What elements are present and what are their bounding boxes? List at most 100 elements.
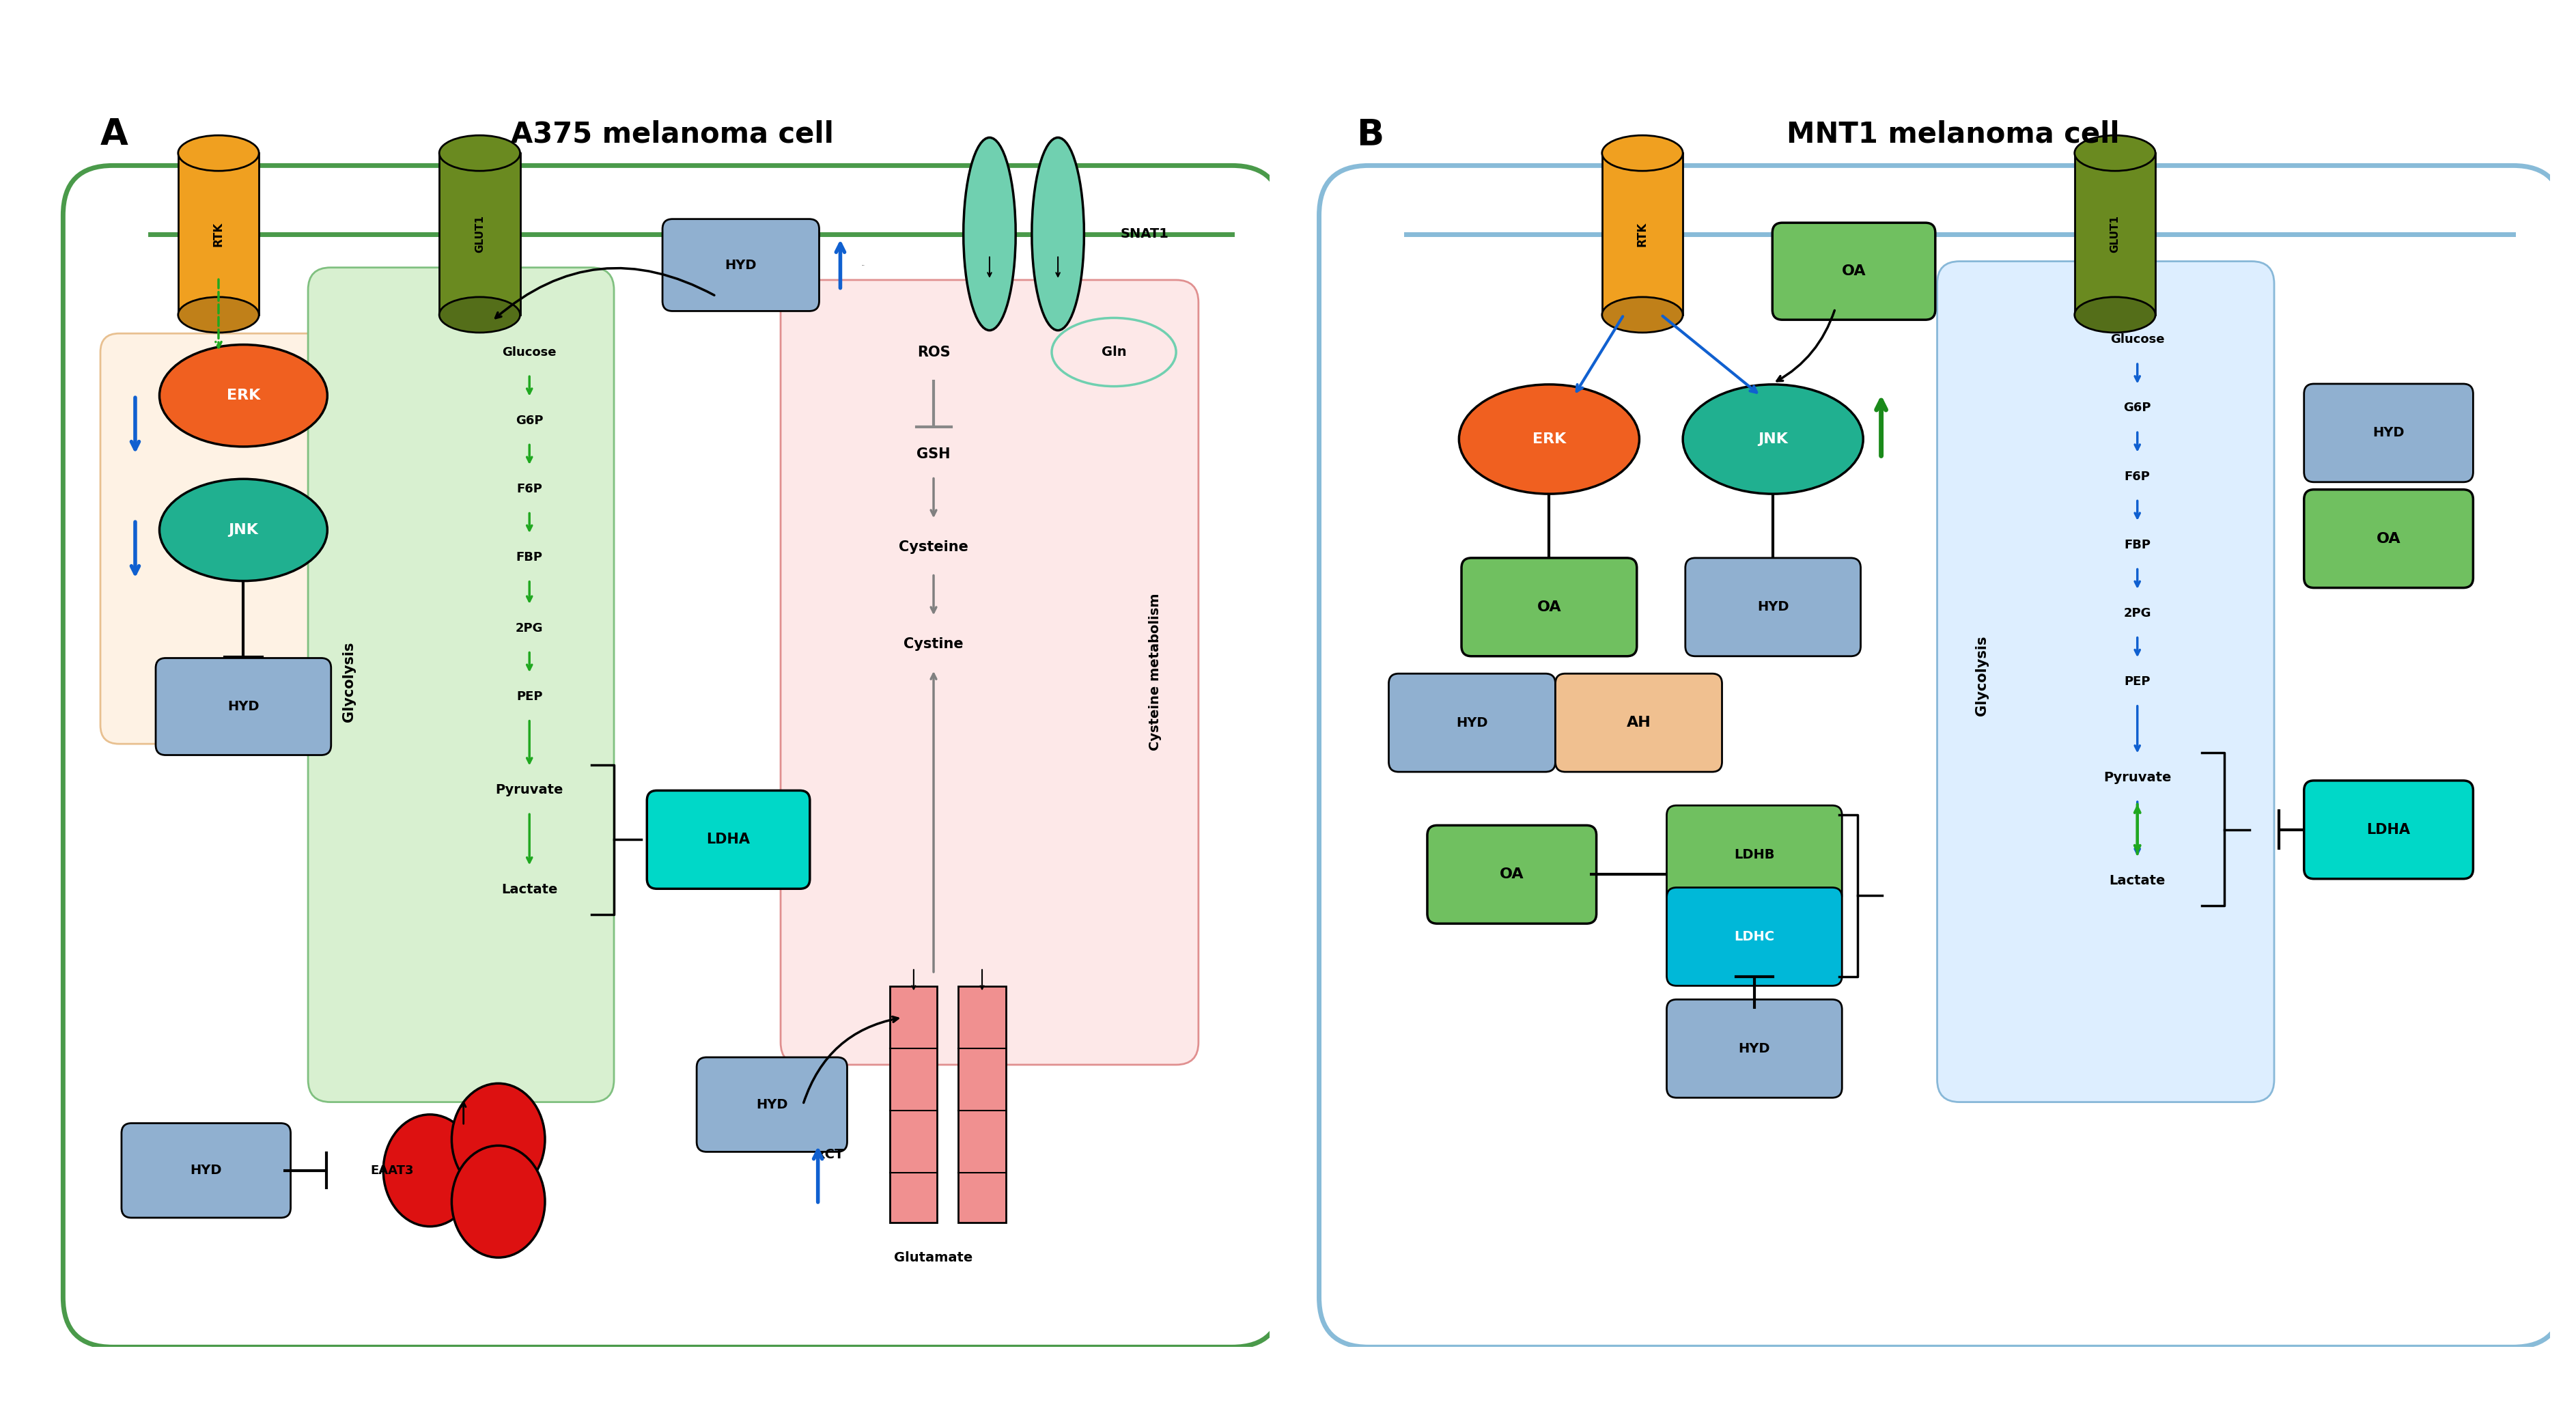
- Text: HYD: HYD: [724, 259, 757, 272]
- Text: HYD: HYD: [227, 700, 260, 712]
- Ellipse shape: [160, 479, 327, 582]
- Ellipse shape: [963, 138, 1015, 330]
- Text: LDHA: LDHA: [706, 833, 750, 846]
- Text: B: B: [1358, 117, 1383, 152]
- Text: Pyruvate: Pyruvate: [495, 784, 564, 796]
- Ellipse shape: [1682, 384, 1862, 493]
- Text: OA: OA: [1842, 264, 1865, 279]
- Text: HYD: HYD: [755, 1098, 788, 1111]
- Text: HYD: HYD: [1739, 1042, 1770, 1055]
- Text: EAAT3: EAAT3: [371, 1165, 415, 1176]
- FancyBboxPatch shape: [309, 267, 613, 1102]
- Text: LDHB: LDHB: [1734, 848, 1775, 862]
- Text: 2PG: 2PG: [515, 621, 544, 634]
- Text: PEP: PEP: [515, 691, 544, 702]
- FancyBboxPatch shape: [696, 1058, 848, 1152]
- Text: OA: OA: [1499, 867, 1525, 882]
- Text: ROS: ROS: [917, 346, 951, 358]
- FancyBboxPatch shape: [178, 154, 260, 314]
- FancyBboxPatch shape: [2303, 489, 2473, 587]
- Text: Cystine: Cystine: [904, 637, 963, 651]
- Text: xCT: xCT: [817, 1148, 845, 1160]
- Ellipse shape: [2074, 135, 2156, 171]
- FancyBboxPatch shape: [440, 154, 520, 314]
- Text: HYD: HYD: [1455, 717, 1489, 729]
- Ellipse shape: [1602, 135, 1682, 171]
- Text: Glycolysis: Glycolysis: [343, 641, 355, 722]
- Text: GLUT1: GLUT1: [2110, 215, 2120, 253]
- FancyBboxPatch shape: [647, 791, 809, 889]
- Text: PEP: PEP: [2125, 675, 2151, 688]
- Text: FBP: FBP: [515, 552, 544, 563]
- FancyBboxPatch shape: [891, 987, 938, 1223]
- Ellipse shape: [384, 1115, 477, 1226]
- Text: Glucose: Glucose: [502, 346, 556, 358]
- Text: HYD: HYD: [1757, 600, 1788, 613]
- FancyBboxPatch shape: [1772, 223, 1935, 320]
- Text: MNT1 melanoma cell: MNT1 melanoma cell: [1788, 119, 2120, 149]
- Text: RTK: RTK: [211, 222, 224, 246]
- Text: F6P: F6P: [2125, 471, 2151, 482]
- FancyBboxPatch shape: [1461, 557, 1636, 656]
- Text: F6P: F6P: [515, 482, 544, 495]
- Text: Cysteine metabolism: Cysteine metabolism: [1149, 593, 1162, 751]
- Text: RTK: RTK: [1636, 222, 1649, 246]
- FancyBboxPatch shape: [1602, 154, 1682, 314]
- Ellipse shape: [440, 135, 520, 171]
- FancyBboxPatch shape: [2074, 154, 2156, 314]
- FancyBboxPatch shape: [100, 333, 386, 744]
- Text: A: A: [100, 117, 129, 152]
- Text: ERK: ERK: [227, 388, 260, 402]
- Text: HYD: HYD: [2372, 427, 2403, 439]
- FancyBboxPatch shape: [155, 658, 332, 755]
- Text: Lactate: Lactate: [502, 883, 556, 896]
- Text: Glucose: Glucose: [2110, 334, 2164, 346]
- FancyBboxPatch shape: [1937, 262, 2275, 1102]
- Ellipse shape: [1033, 138, 1084, 330]
- Text: JNK: JNK: [229, 523, 258, 536]
- FancyBboxPatch shape: [1388, 674, 1556, 772]
- Text: Lactate: Lactate: [2110, 875, 2166, 887]
- Ellipse shape: [1458, 384, 1638, 493]
- FancyBboxPatch shape: [121, 1123, 291, 1217]
- FancyBboxPatch shape: [1556, 674, 1721, 772]
- Ellipse shape: [451, 1146, 546, 1257]
- Text: ERK: ERK: [1533, 432, 1566, 447]
- Ellipse shape: [2074, 297, 2156, 333]
- Text: Pyruvate: Pyruvate: [2105, 771, 2172, 784]
- Text: HYD: HYD: [191, 1165, 222, 1177]
- Ellipse shape: [160, 344, 327, 447]
- Text: Glycolysis: Glycolysis: [1976, 636, 1989, 715]
- FancyBboxPatch shape: [2303, 781, 2473, 879]
- Text: Glutamate: Glutamate: [894, 1251, 974, 1264]
- Text: OA: OA: [2378, 532, 2401, 546]
- Ellipse shape: [178, 135, 260, 171]
- Text: G6P: G6P: [515, 414, 544, 427]
- Text: GLUT1: GLUT1: [474, 215, 484, 253]
- FancyBboxPatch shape: [958, 987, 1005, 1223]
- Text: FBP: FBP: [2125, 539, 2151, 552]
- Ellipse shape: [440, 297, 520, 333]
- Text: Cysteine: Cysteine: [899, 540, 969, 555]
- Ellipse shape: [178, 297, 260, 333]
- FancyBboxPatch shape: [1427, 825, 1597, 924]
- FancyBboxPatch shape: [662, 219, 819, 311]
- Ellipse shape: [1602, 297, 1682, 333]
- FancyBboxPatch shape: [1667, 1000, 1842, 1098]
- Text: GSH: GSH: [917, 448, 951, 461]
- Ellipse shape: [451, 1084, 546, 1196]
- Text: 2PG: 2PG: [2123, 607, 2151, 620]
- FancyBboxPatch shape: [1667, 887, 1842, 985]
- Text: LDHC: LDHC: [1734, 930, 1775, 943]
- Text: G6P: G6P: [2123, 402, 2151, 414]
- Text: AH: AH: [1625, 715, 1651, 729]
- FancyBboxPatch shape: [781, 280, 1198, 1065]
- Text: A375 melanoma cell: A375 melanoma cell: [510, 119, 835, 149]
- Text: LDHA: LDHA: [2367, 823, 2411, 836]
- FancyBboxPatch shape: [2303, 384, 2473, 482]
- Text: OA: OA: [1538, 600, 1561, 614]
- Text: Gln: Gln: [1103, 346, 1126, 358]
- Text: SNAT1: SNAT1: [1121, 228, 1170, 240]
- Text: JNK: JNK: [1757, 432, 1788, 447]
- FancyBboxPatch shape: [1685, 557, 1860, 656]
